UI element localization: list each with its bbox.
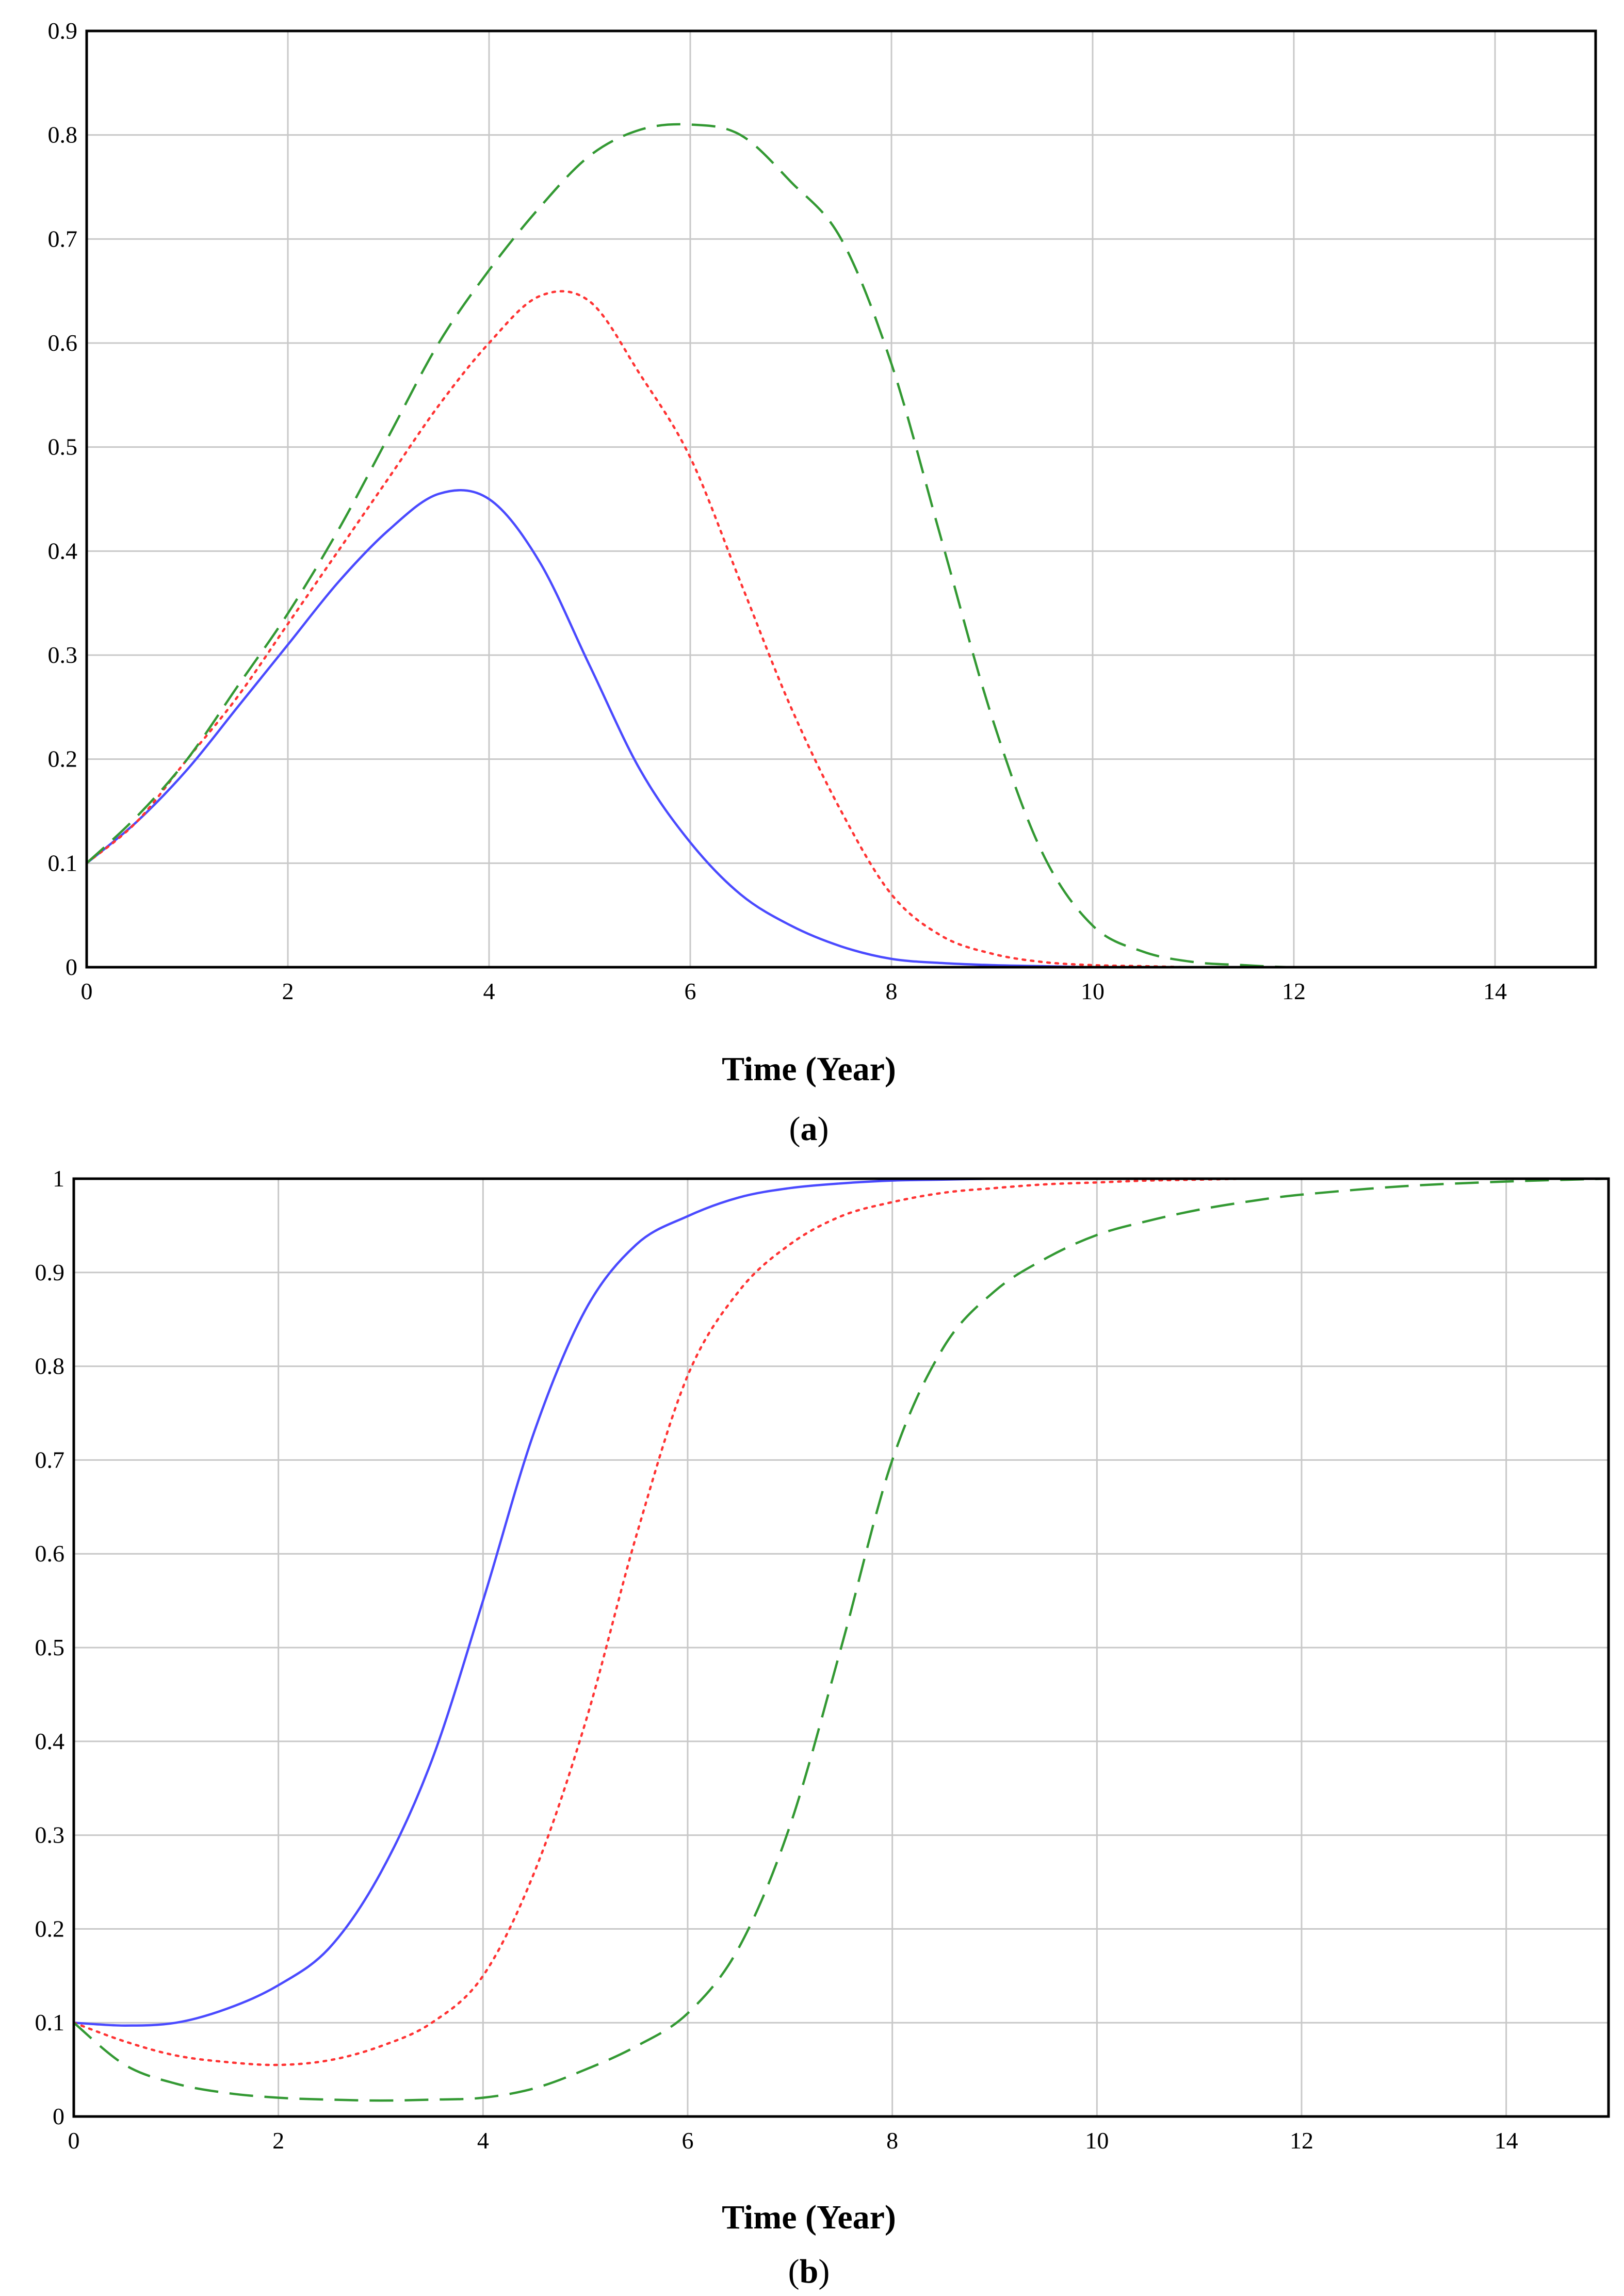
chart-a-y-tick-label: 0.3 [48, 642, 78, 668]
chart-a-y-tick-label: 0.6 [48, 330, 78, 356]
chart-a-series-dashed-line [86, 123, 1596, 969]
chart-b-caption-letter: b [800, 2253, 819, 2290]
chart-b-x-axis-title: Time (Year) [722, 2199, 896, 2236]
chart-b-y-tick-label: 0.5 [35, 1634, 65, 1660]
chart-a-x-tick-labels: 0 2 4 6 8 10 12 14 [81, 978, 1507, 1004]
chart-b-x-tick-label: 6 [682, 2127, 694, 2154]
chart-a-caption-letter: a [801, 1110, 818, 1148]
chart-b-y-tick-label: 0.2 [35, 1915, 65, 1942]
chart-a-x-tick-label: 0 [81, 978, 93, 1004]
chart-a-plot-frame [85, 29, 1597, 969]
chart-b-y-tick-label: 1 [53, 1165, 64, 1192]
chart-b-series-dashed-line [73, 1177, 1609, 2102]
chart-a-y-tick-label: 0.7 [48, 225, 78, 252]
chart-a-x-tick-label: 14 [1483, 978, 1507, 1004]
chart-a-y-tick-label: 0.2 [48, 746, 78, 772]
chart-a: 0 0.1 0.2 0.3 0.4 0.5 0.6 0.7 0.8 0.9 0 2 4 6 8 10 12 14… [48, 18, 1597, 1148]
chart-a-y-tick-label: 0.5 [48, 434, 78, 460]
chart-b-y-tick-labels: 0 0.1 0.2 0.3 0.4 0.5 0.6 0.7 0.8 0.9 1 [35, 1165, 65, 2129]
chart-b-grid [74, 1179, 1609, 2116]
chart-a-plot-background [87, 31, 1596, 967]
chart-b-x-tick-label: 2 [272, 2127, 284, 2154]
chart-b-x-tick-label: 14 [1495, 2127, 1518, 2154]
chart-a-x-tick-label: 10 [1081, 978, 1105, 1004]
chart-b-plot-frame [72, 1177, 1610, 2118]
chart-a-x-tick-label: 4 [483, 978, 495, 1004]
chart-a-caption: (a) [789, 1110, 829, 1148]
chart-b-y-tick-label: 0.8 [35, 1353, 65, 1379]
chart-b-x-tick-label: 10 [1085, 2127, 1109, 2154]
chart-b-y-tick-label: 0.9 [35, 1259, 65, 1285]
chart-a-y-tick-label: 0.8 [48, 122, 78, 148]
chart-a-x-axis-title: Time (Year) [722, 1050, 896, 1088]
chart-b-y-tick-label: 0.6 [35, 1540, 65, 1567]
chart-b-x-tick-label: 0 [68, 2127, 80, 2154]
chart-a-x-tick-label: 12 [1282, 978, 1306, 1004]
chart-b-y-tick-label: 0.4 [35, 1728, 65, 1754]
chart-b-y-tick-label: 0.3 [35, 1822, 65, 1848]
chart-b-y-tick-label: 0.7 [35, 1446, 65, 1473]
chart-b-x-tick-labels: 0 2 4 6 8 10 12 14 [68, 2127, 1518, 2154]
chart-a-y-tick-label: 0 [66, 954, 77, 980]
chart-a-x-tick-label: 2 [282, 978, 294, 1004]
chart-a-y-tick-label: 0.4 [48, 538, 78, 564]
chart-a-y-tick-label: 0.1 [48, 850, 78, 876]
chart-b-caption: (b) [788, 2253, 830, 2290]
chart-a-x-tick-label: 8 [886, 978, 898, 1004]
chart-b-series-dotted-line [72, 1177, 1610, 2066]
chart-b: 0 0.1 0.2 0.3 0.4 0.5 0.6 0.7 0.8 0.9 1 0 2 4 6 8 10 12 1… [35, 1165, 1610, 2290]
chart-b-y-tick-label: 0 [53, 2103, 64, 2129]
chart-a-y-tick-labels: 0 0.1 0.2 0.3 0.4 0.5 0.6 0.7 0.8 0.9 [48, 18, 78, 980]
chart-b-x-tick-label: 12 [1290, 2127, 1313, 2154]
chart-b-x-tick-label: 8 [886, 2127, 898, 2154]
chart-b-y-tick-label: 0.1 [35, 2009, 65, 2036]
chart-b-x-tick-label: 4 [477, 2127, 489, 2154]
chart-a-x-tick-label: 6 [685, 978, 696, 1004]
chart-a-y-tick-label: 0.9 [48, 18, 78, 44]
